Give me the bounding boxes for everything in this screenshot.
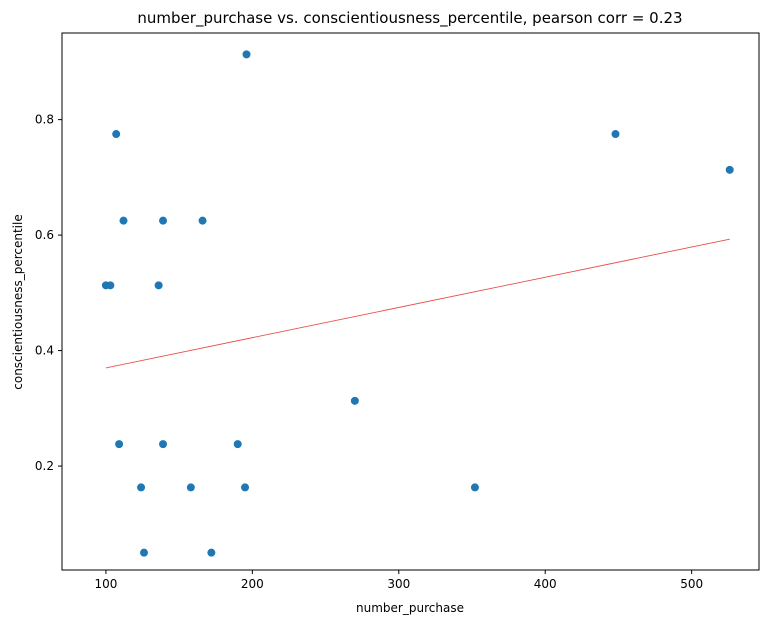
data-point	[233, 440, 242, 449]
trendline-group	[105, 238, 730, 369]
x-tick-label: 400	[534, 577, 557, 591]
data-point	[242, 50, 251, 59]
data-point	[198, 216, 207, 225]
y-tick-label: 0.2	[35, 459, 54, 473]
data-points	[101, 50, 734, 557]
y-axis-label: conscientiousness_percentile	[11, 214, 25, 389]
data-point	[106, 281, 115, 290]
data-point	[112, 130, 121, 139]
chart-title: number_purchase vs. conscientiousness_pe…	[137, 9, 682, 28]
data-point	[725, 165, 734, 174]
data-point	[241, 483, 250, 492]
data-point	[159, 216, 168, 225]
y-tick-label: 0.4	[35, 344, 54, 358]
data-point	[137, 483, 146, 492]
data-point	[115, 440, 124, 449]
x-axis-label: number_purchase	[356, 601, 464, 615]
axis-ticks: 100 200 300 400 500 0.2 0.4 0.6 0.8	[35, 113, 703, 591]
data-point	[350, 396, 359, 405]
y-tick-label: 0.8	[35, 113, 54, 127]
data-point	[611, 130, 620, 139]
y-tick-label: 0.6	[35, 228, 54, 242]
trendline	[105, 238, 730, 369]
data-point	[470, 483, 479, 492]
data-point	[159, 440, 168, 449]
x-tick-label: 200	[241, 577, 264, 591]
data-point	[154, 281, 163, 290]
x-tick-label: 100	[94, 577, 117, 591]
data-point	[140, 548, 148, 557]
x-tick-label: 300	[387, 577, 410, 591]
data-point	[186, 483, 195, 492]
data-point	[119, 216, 128, 225]
x-tick-label: 500	[680, 577, 703, 591]
data-point	[207, 548, 216, 557]
plot-frame	[61, 32, 760, 571]
